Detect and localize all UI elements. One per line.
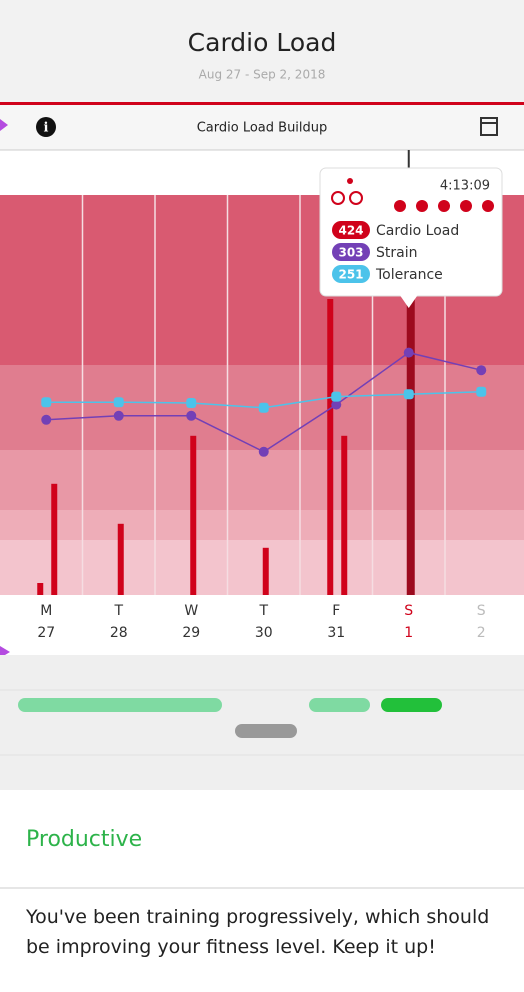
rating-dot (482, 200, 494, 212)
pointer-arrow (0, 119, 8, 131)
tooltip-time: 4:13:09 (440, 179, 490, 194)
weekday-label: T (113, 603, 123, 619)
load-bar (406, 255, 415, 596)
load-bar (190, 435, 197, 595)
date-label: 27 (37, 625, 55, 641)
tooltip-pointer (399, 295, 418, 308)
tolerance-point (331, 391, 342, 402)
weekday-label: T (258, 603, 268, 619)
rating-dot (460, 200, 472, 212)
rating-dot (394, 200, 406, 212)
badge-value: 424 (338, 224, 363, 238)
strain-point (41, 414, 52, 425)
date-label: 28 (110, 625, 128, 641)
badge-label: Cardio Load (376, 223, 459, 239)
zone-band (0, 450, 524, 510)
status-title: Productive (26, 827, 142, 852)
header-rule (0, 102, 524, 105)
value-badge (332, 265, 370, 283)
strain-point (113, 410, 124, 421)
strain-point (258, 446, 269, 457)
date-label: 30 (255, 625, 273, 641)
badge-label: Tolerance (375, 267, 443, 283)
header-subtitle: Aug 27 - Sep 2, 2018 (199, 68, 326, 82)
weekday-label: F (332, 603, 340, 619)
badge-label: Strain (376, 245, 417, 261)
toolbar-title: Cardio Load Buildup (197, 121, 328, 136)
bike-icon (349, 191, 363, 205)
header-bg (0, 0, 524, 103)
load-bar (262, 547, 269, 595)
date-label: 29 (182, 625, 200, 641)
date-label: 31 (327, 625, 345, 641)
header-title: Cardio Load (188, 28, 337, 57)
weekday-label: S (404, 603, 413, 619)
tolerance-point (186, 398, 197, 408)
load-bar (51, 483, 58, 595)
status-bar (18, 698, 222, 712)
load-bar (341, 435, 348, 595)
weekday-label: S (477, 603, 486, 619)
zone-band (0, 540, 524, 595)
tolerance-point (476, 386, 487, 397)
calendar-icon[interactable] (480, 117, 498, 136)
info-icon[interactable] (36, 117, 56, 137)
zone-band (0, 510, 524, 540)
load-bar (37, 583, 44, 595)
tolerance-point (113, 397, 124, 408)
toolbar-bg (0, 105, 524, 150)
tolerance-point (41, 397, 52, 408)
load-bar (117, 523, 124, 595)
status-bar (235, 724, 297, 738)
status-bg (0, 655, 524, 790)
value-badge (332, 243, 370, 261)
strain-point (186, 410, 197, 421)
status-bar (381, 698, 442, 712)
date-label: 2 (477, 625, 486, 641)
weekday-label: W (184, 603, 198, 619)
strain-point (403, 347, 414, 358)
tolerance-point (403, 389, 414, 400)
bike-icon (331, 191, 345, 205)
strain-point (476, 365, 487, 376)
plot: M 27 T 28 W 29 T 30 F 31 S 1 S 2 4:13:09 424 Cardio Load… (37, 150, 503, 641)
rating-dot (416, 200, 428, 212)
load-bar (327, 299, 334, 595)
weekday-label: M (40, 603, 52, 619)
badge-value: 251 (338, 268, 363, 282)
strain-point (331, 399, 342, 410)
info-glyph: i (44, 121, 49, 136)
tolerance-point (258, 402, 269, 413)
date-label: 1 (404, 625, 413, 641)
status-bar (309, 698, 370, 712)
value-badge (332, 221, 370, 239)
bike-icon (347, 178, 353, 184)
badge-value: 303 (338, 246, 363, 260)
rating-dot (438, 200, 450, 212)
status-text: You've been training progressively, whic… (26, 906, 490, 958)
